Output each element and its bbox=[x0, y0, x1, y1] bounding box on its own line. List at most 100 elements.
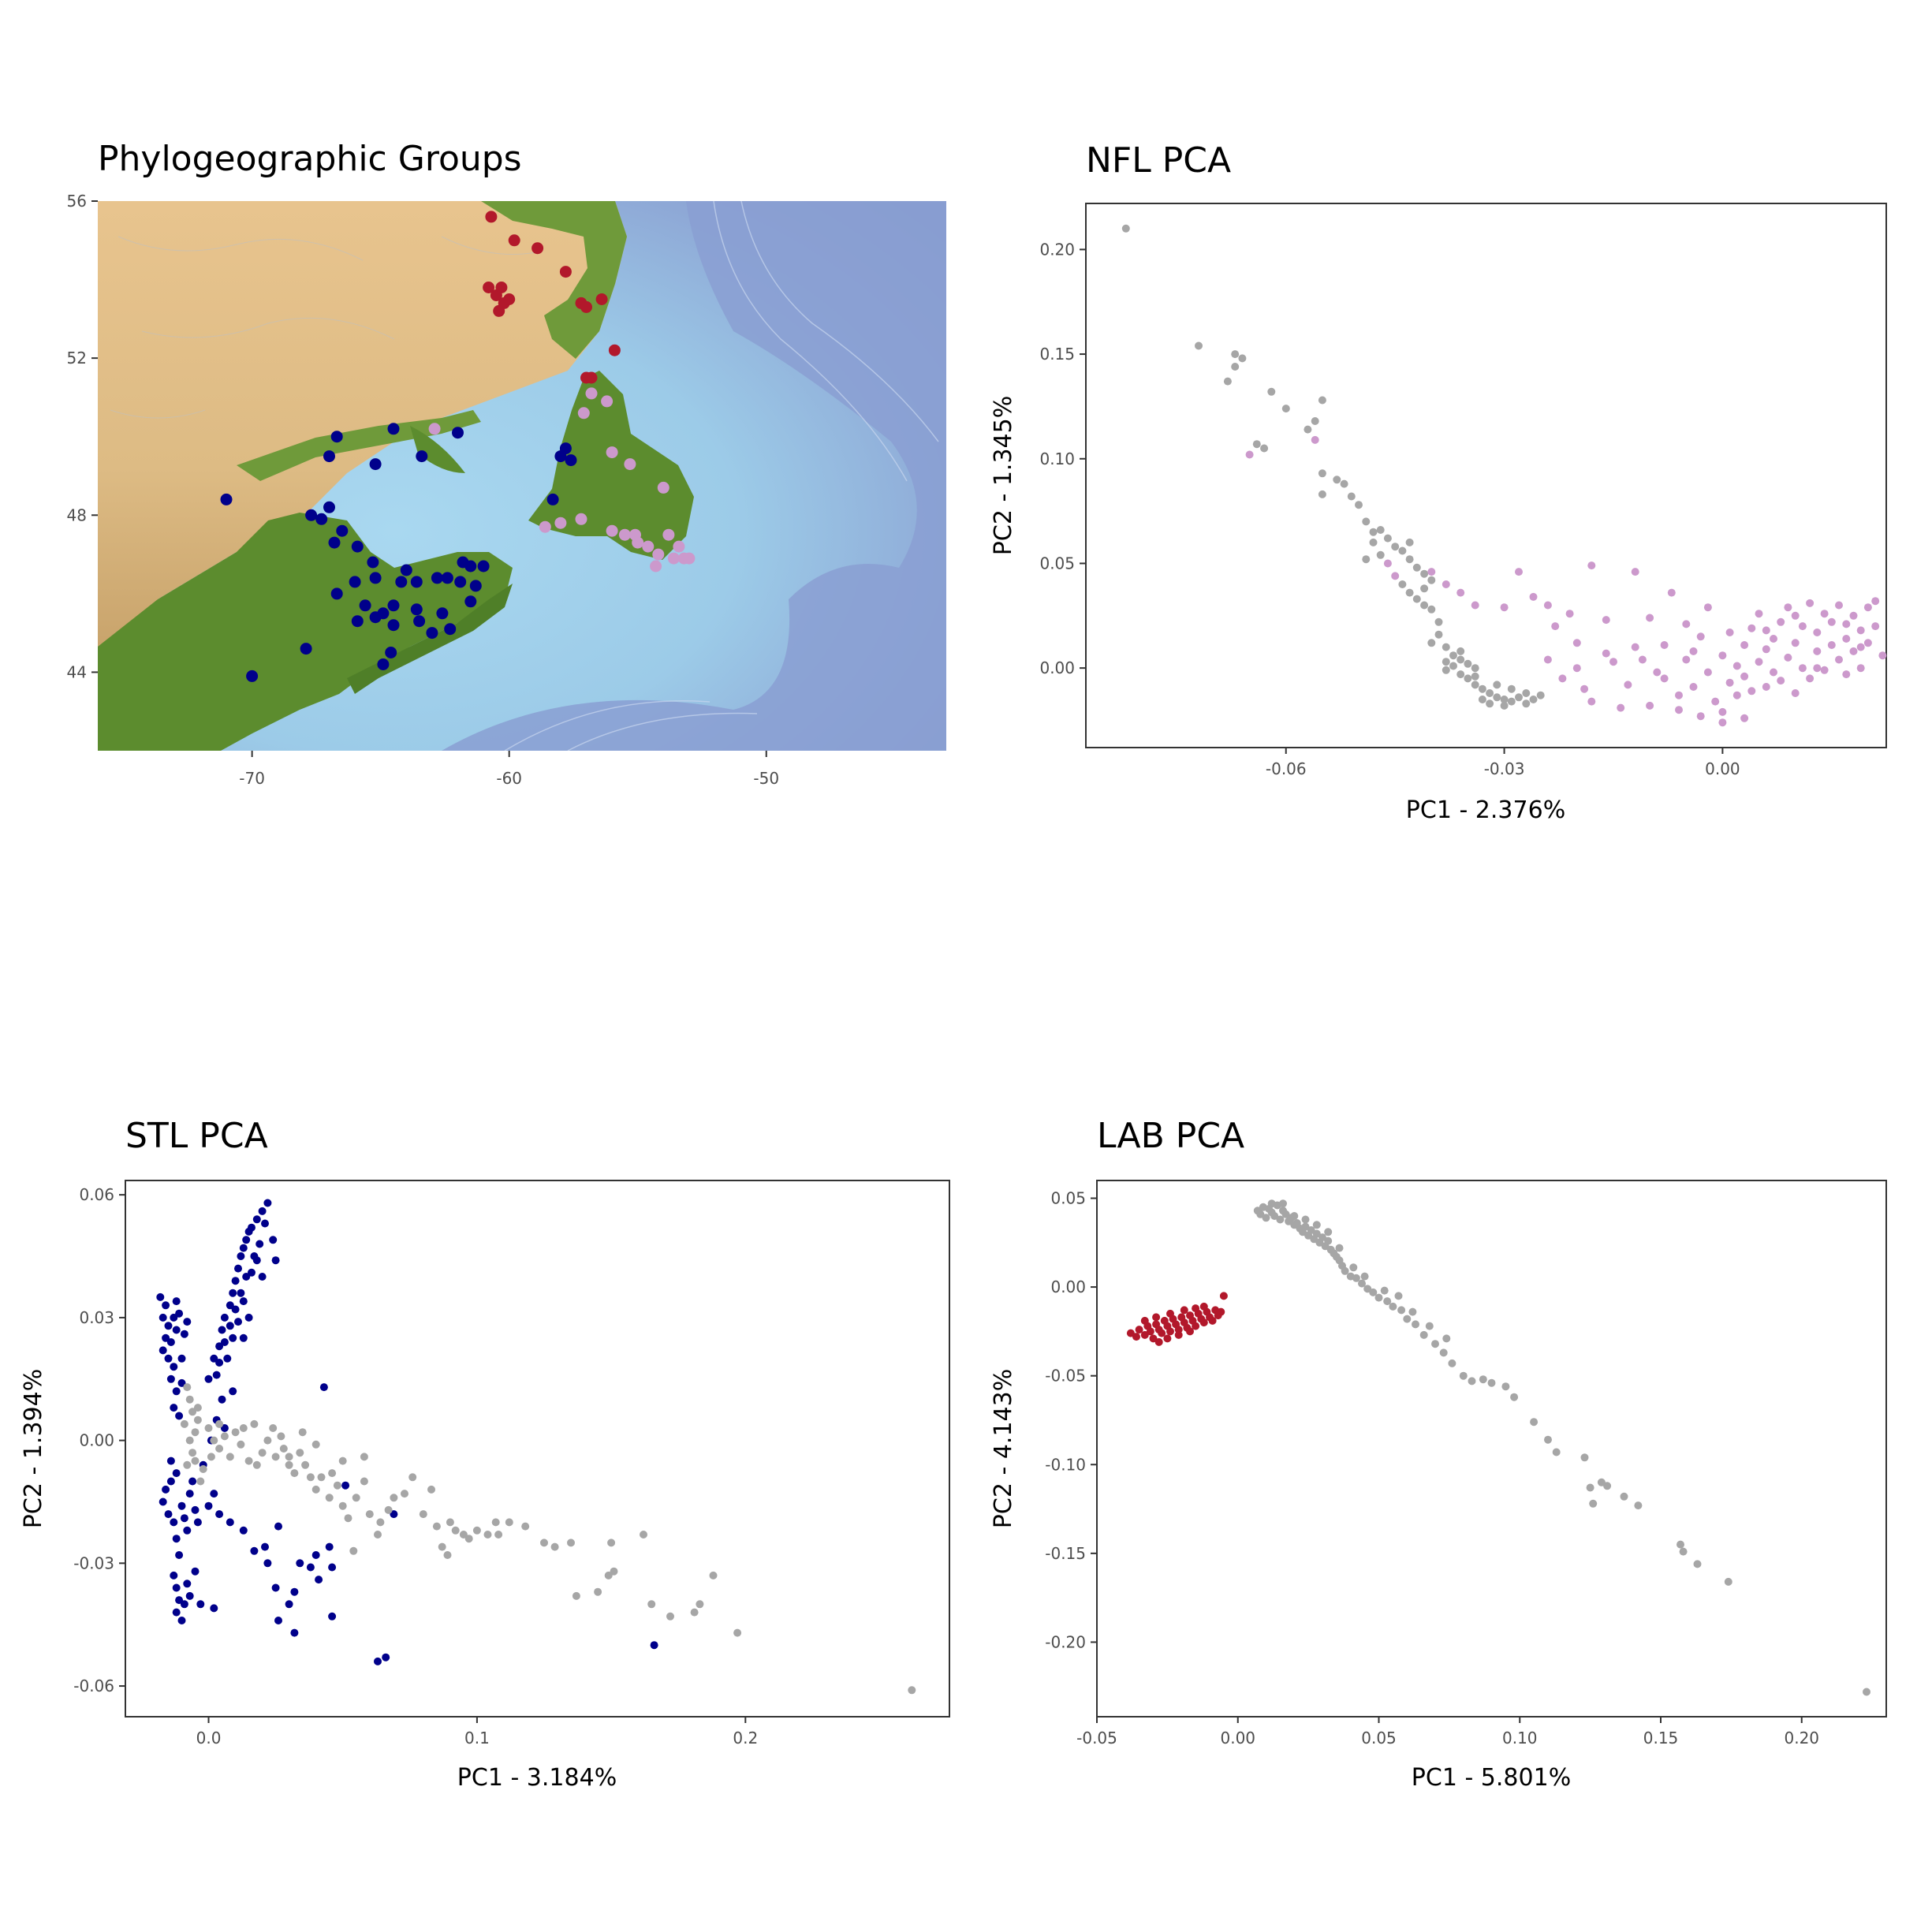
stl-point-navy bbox=[159, 1497, 167, 1506]
map-point-navy bbox=[441, 572, 453, 584]
stl-points bbox=[156, 1199, 916, 1695]
nfl-point-pink bbox=[1696, 632, 1705, 641]
stl-x-tick-label: 0.0 bbox=[196, 1729, 222, 1747]
nfl-point-pink bbox=[1587, 561, 1596, 570]
stl-point-gray bbox=[666, 1612, 674, 1621]
nfl-point-gray bbox=[1376, 526, 1385, 534]
nfl-point-pink bbox=[1842, 635, 1851, 643]
map-point-red bbox=[585, 371, 598, 384]
map-point-navy bbox=[387, 599, 400, 612]
nfl-point-gray bbox=[1355, 501, 1363, 509]
map-point-navy bbox=[416, 450, 428, 463]
map-point-navy bbox=[454, 576, 467, 588]
stl-point-navy bbox=[231, 1277, 240, 1285]
stl-point-navy bbox=[180, 1330, 188, 1338]
stl-point-gray bbox=[258, 1449, 267, 1457]
stl-point-navy bbox=[263, 1199, 272, 1207]
lab-point-gray bbox=[1589, 1499, 1598, 1508]
nfl-point-pink bbox=[1572, 664, 1581, 673]
map-point-pink bbox=[657, 481, 669, 494]
stl-point-navy bbox=[164, 1354, 173, 1363]
nfl-point-gray bbox=[1471, 672, 1479, 681]
nfl-point-pink bbox=[1609, 658, 1617, 666]
nfl-point-gray bbox=[1121, 224, 1130, 233]
map-point-pink bbox=[601, 395, 614, 408]
nfl-point-pink bbox=[1311, 435, 1319, 444]
nfl-point-gray bbox=[1493, 693, 1501, 702]
nfl-point-pink bbox=[1791, 689, 1800, 697]
stl-point-navy bbox=[239, 1244, 248, 1252]
stl-point-gray bbox=[263, 1436, 272, 1445]
map-point-red bbox=[531, 242, 544, 255]
map-point-navy bbox=[387, 423, 400, 435]
nfl-point-gray bbox=[1442, 658, 1450, 666]
nfl-point-pink bbox=[1456, 588, 1465, 597]
map-point-pink bbox=[642, 540, 655, 553]
nfl-point-gray bbox=[1318, 469, 1326, 478]
nfl-point-pink bbox=[1624, 681, 1632, 689]
nfl-point-pink bbox=[1806, 599, 1815, 607]
map-point-pink bbox=[662, 528, 675, 541]
stl-point-navy bbox=[229, 1387, 237, 1396]
map-point-navy bbox=[426, 627, 438, 640]
stl-point-navy bbox=[180, 1600, 188, 1609]
lab-x-label: PC1 - 5.801% bbox=[1412, 1764, 1571, 1792]
nfl-point-pink bbox=[1587, 697, 1596, 706]
lab-point-gray bbox=[1279, 1199, 1287, 1208]
nfl-point-pink bbox=[1391, 572, 1400, 580]
lab-point-red bbox=[1152, 1313, 1161, 1322]
stl-point-gray bbox=[338, 1456, 347, 1465]
map-y-tick-label: 52 bbox=[67, 349, 87, 367]
lab-point-gray bbox=[1448, 1359, 1456, 1367]
stl-point-gray bbox=[521, 1522, 530, 1531]
nfl-point-gray bbox=[1464, 674, 1472, 683]
nfl-point-pink bbox=[1813, 647, 1822, 655]
nfl-point-gray bbox=[1507, 684, 1516, 693]
stl-point-navy bbox=[196, 1600, 205, 1609]
lab-point-red bbox=[1208, 1316, 1217, 1325]
nfl-point-pink bbox=[1770, 668, 1777, 677]
nfl-points bbox=[1121, 224, 1887, 727]
stl-point-gray bbox=[459, 1531, 468, 1539]
nfl-point-pink bbox=[1791, 639, 1800, 647]
map-point-red bbox=[495, 282, 508, 293]
nfl-point-pink bbox=[1427, 568, 1436, 576]
nfl-point-pink bbox=[1660, 641, 1669, 649]
lab-point-gray bbox=[1468, 1377, 1476, 1386]
map-points bbox=[220, 211, 696, 682]
nfl-plot-frame bbox=[1085, 203, 1887, 748]
nfl-y-tick-label: 0.10 bbox=[1039, 449, 1075, 468]
lab-point-gray bbox=[1324, 1228, 1333, 1236]
stl-point-navy bbox=[258, 1207, 267, 1215]
stl-y-tick-label: 0.03 bbox=[79, 1308, 114, 1327]
deep-ocean-region bbox=[442, 201, 946, 751]
map-point-navy bbox=[315, 513, 328, 525]
nfl-point-gray bbox=[1536, 691, 1545, 699]
stl-point-gray bbox=[572, 1591, 580, 1600]
stl-point-navy bbox=[242, 1236, 251, 1244]
nfl-point-pink bbox=[1849, 647, 1858, 655]
stl-point-navy bbox=[172, 1387, 181, 1396]
lab-x-tick-label: -0.05 bbox=[1076, 1729, 1117, 1747]
map-point-pink bbox=[618, 528, 631, 541]
map-point-navy bbox=[444, 623, 457, 636]
map-point-navy bbox=[220, 493, 233, 505]
map-point-navy bbox=[323, 501, 335, 513]
lab-point-gray bbox=[1679, 1547, 1688, 1556]
nfl-point-gray bbox=[1456, 647, 1465, 655]
nfl-point-gray bbox=[1195, 341, 1203, 350]
nfl-point-gray bbox=[1515, 693, 1523, 702]
stl-point-gray bbox=[443, 1551, 452, 1559]
nfl-point-gray bbox=[1405, 538, 1414, 546]
stl-point-navy bbox=[226, 1301, 234, 1310]
stl-point-gray bbox=[271, 1453, 280, 1461]
nfl-point-gray bbox=[1281, 405, 1290, 413]
stl-point-navy bbox=[210, 1604, 218, 1613]
nfl-point-pink bbox=[1703, 603, 1712, 612]
map-point-navy bbox=[400, 564, 412, 576]
stl-point-navy bbox=[248, 1223, 255, 1232]
stl-point-navy bbox=[285, 1600, 293, 1609]
stl-point-gray bbox=[709, 1571, 718, 1580]
stl-point-navy bbox=[204, 1501, 213, 1510]
stl-point-navy bbox=[170, 1363, 178, 1371]
